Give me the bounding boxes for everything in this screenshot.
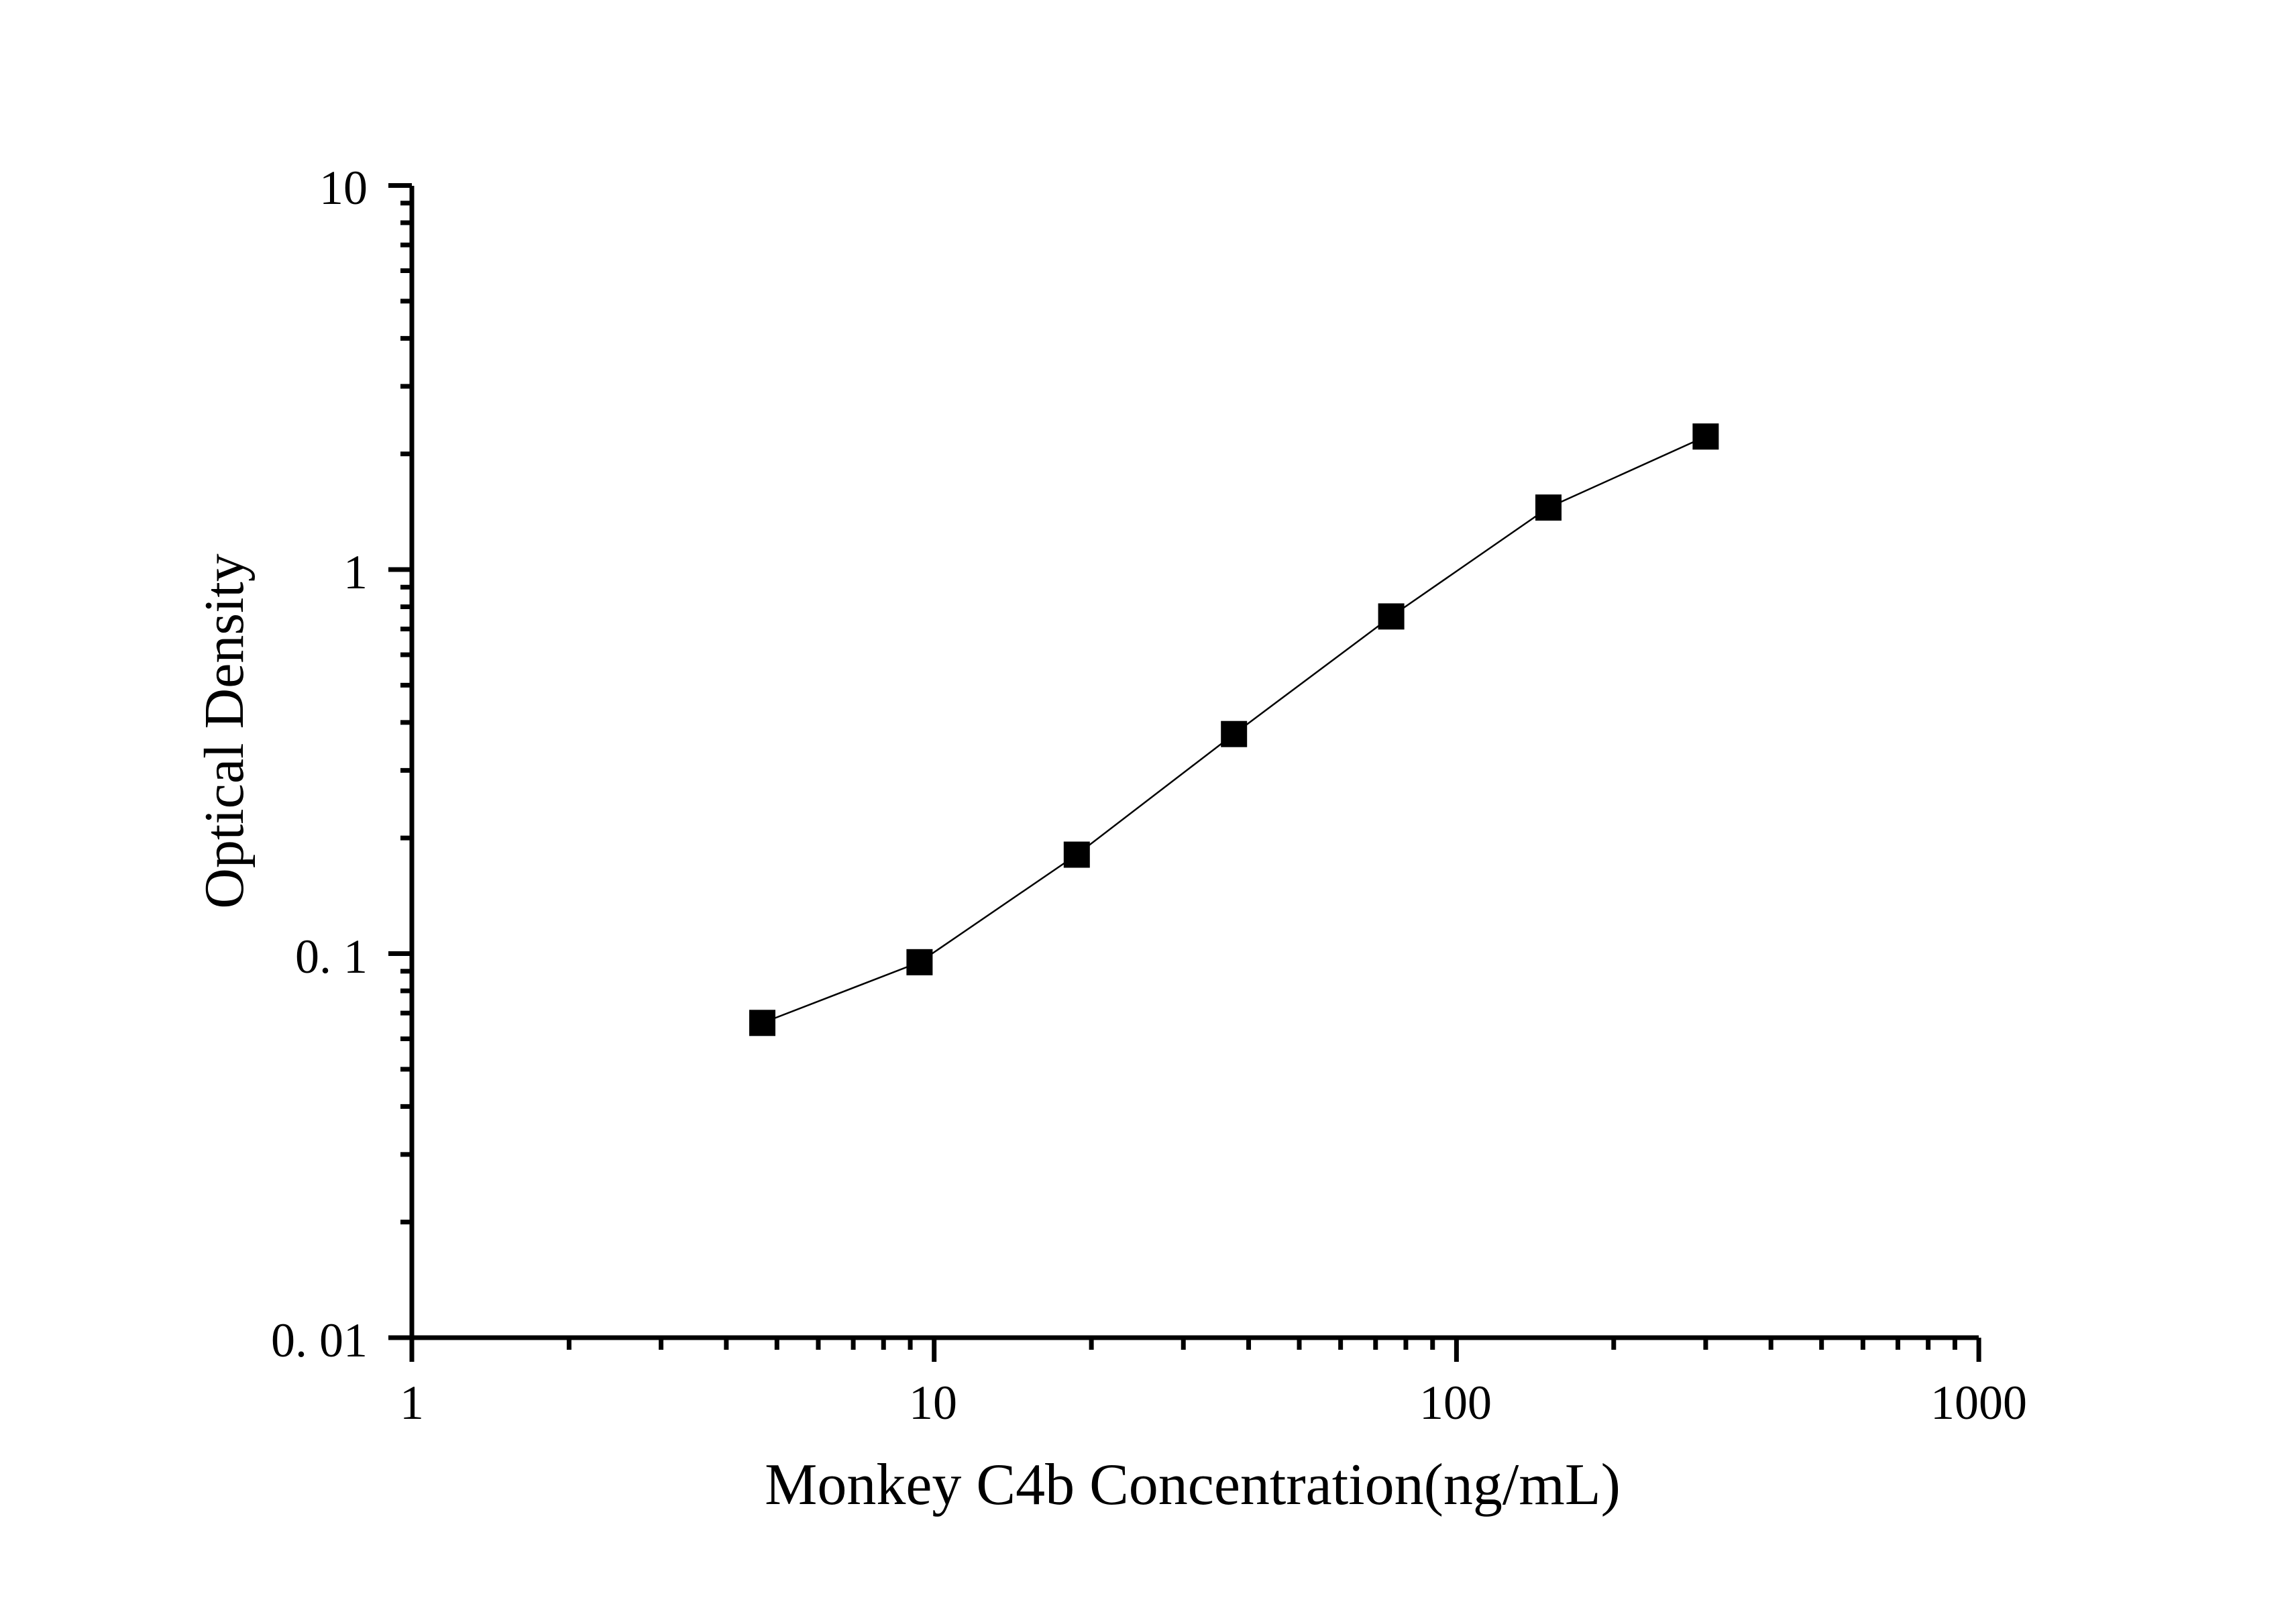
data-point-marker (1221, 720, 1248, 747)
x-tick-label: 10 (909, 1376, 957, 1430)
y-tick-labels: 10 1 0. 1 0. 01 (271, 161, 368, 1367)
data-point-marker (1378, 603, 1405, 630)
axes (388, 183, 1981, 1362)
y-tick-label: 0. 1 (295, 930, 368, 983)
y-tick-label: 0. 01 (271, 1314, 368, 1367)
x-tick-label: 1000 (1930, 1376, 2027, 1430)
y-tick-label: 1 (343, 545, 368, 599)
x-tick-labels: 1 10 100 1000 (400, 1376, 2027, 1430)
y-axis-title: Optical Density (193, 553, 256, 909)
x-axis-title: Monkey C4b Concentration(ng/mL) (765, 1452, 1621, 1517)
data-point-marker (1063, 841, 1090, 868)
x-tick-label: 100 (1419, 1376, 1492, 1430)
x-tick-label: 1 (400, 1376, 424, 1430)
series-markers (749, 423, 1719, 1036)
y-ticks (388, 183, 412, 1340)
y-tick-label: 10 (319, 161, 368, 215)
data-point-marker (906, 949, 933, 975)
data-point-marker (749, 1010, 775, 1036)
data-point-marker (1692, 423, 1719, 450)
x-ticks (409, 1338, 1981, 1362)
data-point-marker (1535, 494, 1562, 521)
